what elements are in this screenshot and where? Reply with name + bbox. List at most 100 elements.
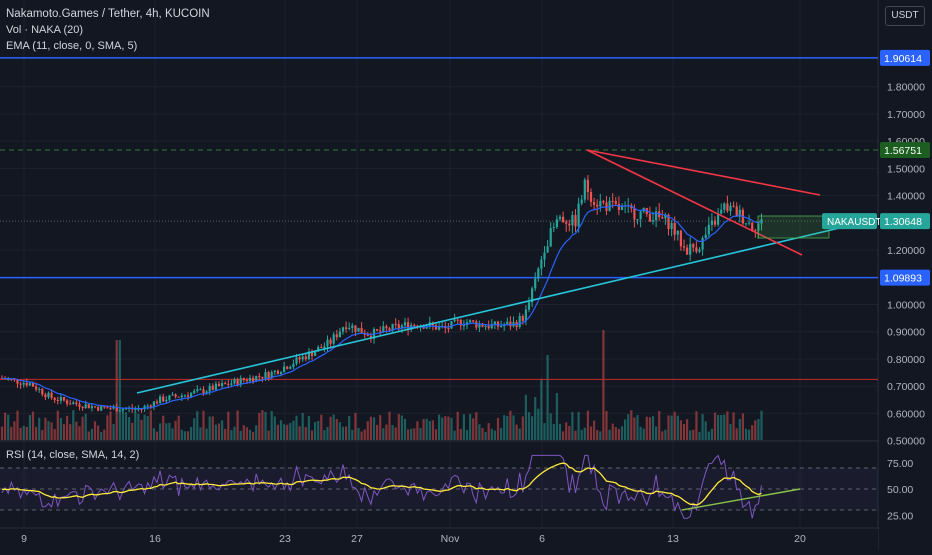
volume-bar xyxy=(441,417,444,440)
rsi-divergence-line[interactable] xyxy=(681,488,801,511)
volume-bar xyxy=(518,428,521,440)
volume-bar xyxy=(292,420,295,440)
volume-bar xyxy=(667,415,670,440)
candle-body xyxy=(230,383,233,385)
candle-body xyxy=(403,322,407,326)
candle-body xyxy=(357,327,360,332)
candle-body xyxy=(84,404,87,409)
volume-bar xyxy=(56,410,59,440)
candle-body xyxy=(376,329,379,331)
candle-body xyxy=(568,223,571,226)
target-zone-box[interactable] xyxy=(757,215,830,239)
volume-bar xyxy=(701,414,704,440)
candle-body xyxy=(326,339,329,347)
time-tick-label: 20 xyxy=(794,533,806,545)
candle-body xyxy=(81,406,84,409)
ascending-trendline[interactable] xyxy=(136,218,879,394)
volume-bar xyxy=(388,411,391,440)
volume-bar xyxy=(224,428,227,440)
volume-bar xyxy=(434,429,438,440)
volume-bar xyxy=(124,412,128,440)
candle-body xyxy=(19,383,22,385)
candle-body xyxy=(97,407,100,411)
volume-bar xyxy=(596,430,599,440)
candle-body xyxy=(720,209,723,214)
candle-body xyxy=(481,323,484,327)
volume-bar xyxy=(100,431,103,440)
candle-body xyxy=(323,346,326,348)
volume-bar xyxy=(109,411,112,440)
drawings-layer[interactable] xyxy=(136,149,879,394)
time-tick-label: 16 xyxy=(149,533,161,545)
rsi-legend[interactable]: RSI (14, close, SMA, 14, 2) xyxy=(6,449,140,461)
volume-bar xyxy=(35,426,38,440)
price-tick-label: 1.40000 xyxy=(887,191,925,203)
candle-body xyxy=(146,405,149,407)
candle-body xyxy=(748,222,751,224)
volume-bar xyxy=(624,419,627,440)
volume-bar xyxy=(459,429,462,440)
candle-body xyxy=(301,356,304,360)
volume-bar xyxy=(661,431,664,440)
volume-bar xyxy=(422,419,425,440)
volume-bar xyxy=(602,330,605,440)
volume-bar xyxy=(723,414,726,440)
candle-body xyxy=(310,351,314,356)
wedge-lower-line[interactable] xyxy=(586,149,803,256)
volume-bar xyxy=(143,414,146,440)
volume-bar xyxy=(664,429,667,440)
wedge-upper-line[interactable] xyxy=(586,149,821,196)
candle-body xyxy=(196,389,199,392)
candle-body xyxy=(242,378,245,381)
candle-body xyxy=(738,209,741,217)
volume-bar xyxy=(580,429,583,440)
candle-body xyxy=(713,220,717,225)
volume-bar xyxy=(710,428,713,440)
volume-bar xyxy=(741,413,744,440)
volume-bar xyxy=(103,429,106,440)
volume-bar xyxy=(655,426,658,440)
volume-bar xyxy=(41,430,44,440)
volume-bar xyxy=(453,430,456,440)
volume-bar xyxy=(134,411,137,440)
volume-bar xyxy=(44,417,47,440)
volume-bar xyxy=(686,419,689,440)
candle-body xyxy=(78,403,81,407)
candle-body xyxy=(558,216,562,220)
candle-body xyxy=(56,399,59,401)
volume-bar xyxy=(534,396,537,440)
volume-bar xyxy=(757,419,760,440)
volume-bar xyxy=(137,413,140,440)
volume-bar xyxy=(447,416,450,440)
volume-bar xyxy=(394,427,397,440)
candle-body xyxy=(589,192,593,202)
candle-body xyxy=(552,227,555,229)
candle-body xyxy=(667,214,670,230)
volume-bar xyxy=(707,431,710,440)
volume-bar xyxy=(475,412,478,440)
ema-legend[interactable]: EMA (11, close, 0, SMA, 5) xyxy=(6,40,138,52)
volume-bar xyxy=(500,427,503,440)
candle-body xyxy=(162,396,165,402)
symbol-tag[interactable] xyxy=(822,213,877,230)
candle-body xyxy=(546,246,549,253)
candle-body xyxy=(586,179,589,193)
volume-bar xyxy=(214,424,217,440)
volume-bar xyxy=(115,340,118,440)
currency-button[interactable]: USDT xyxy=(885,6,925,26)
candle-body xyxy=(487,326,490,329)
volume-legend[interactable]: Vol · NAKA (20) xyxy=(6,24,84,36)
candle-body xyxy=(366,334,369,336)
candle-body xyxy=(447,328,450,330)
chart-title[interactable]: Nakamoto.Games / Tether, 4h, KUCOIN xyxy=(6,8,210,20)
candle-body xyxy=(571,215,574,226)
candle-body xyxy=(425,326,428,329)
price-tick-label: 1.50000 xyxy=(887,163,925,175)
volume-bar xyxy=(19,427,22,440)
candle-body xyxy=(75,402,78,404)
volume-bar xyxy=(248,429,252,440)
candle-body xyxy=(577,203,580,227)
volume-bar xyxy=(450,417,453,440)
